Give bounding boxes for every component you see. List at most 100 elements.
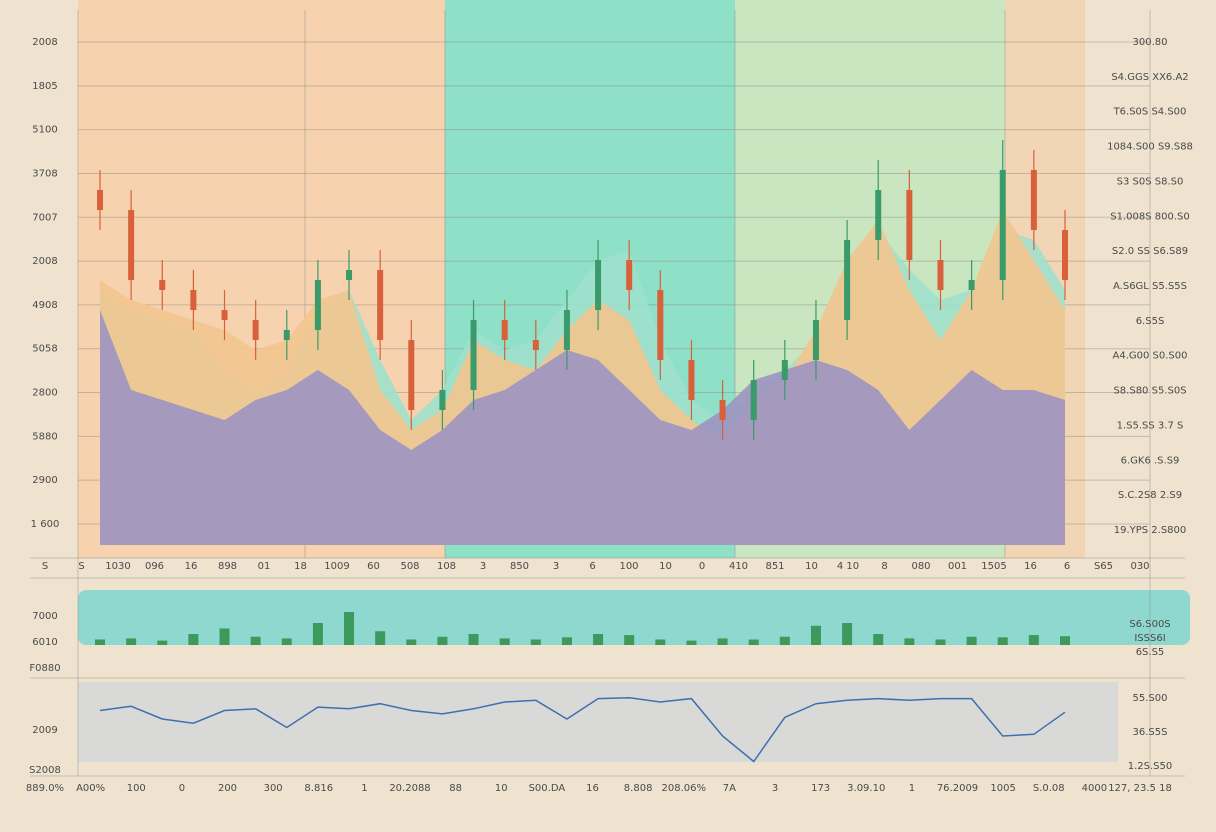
x-tick-label: 889.0% <box>26 783 64 794</box>
x-tick-label: S <box>78 561 84 572</box>
candle-body <box>968 280 975 290</box>
y-tick-label: A4.G00 S0.S00 <box>1113 351 1188 362</box>
y-tick-label: S6.S00S <box>1129 619 1170 630</box>
volume-bar <box>779 636 790 645</box>
x-tick-label: 4000 <box>1082 783 1107 794</box>
x-tick-label: 10 <box>805 561 818 572</box>
volume-bar <box>1028 635 1039 645</box>
candle-body <box>999 170 1006 280</box>
candle-body <box>346 270 353 280</box>
x-tick-label: 851 <box>765 561 784 572</box>
x-tick-label: 410 <box>729 561 748 572</box>
candle-body <box>439 390 446 410</box>
x-tick-label: 01 <box>258 561 271 572</box>
candle-body <box>159 280 166 290</box>
candle-body <box>1062 230 1068 280</box>
candle-body <box>875 190 882 240</box>
volume-bar <box>468 634 479 645</box>
candle-body <box>252 320 259 340</box>
candle-body <box>937 260 944 290</box>
x-tick-label: 10 <box>495 783 508 794</box>
y-tick-label: 2008 <box>32 37 57 48</box>
candle-body <box>128 210 135 280</box>
candle-body <box>408 340 415 410</box>
volume-bar <box>717 638 728 645</box>
y-tick-label: 5058 <box>32 344 57 355</box>
volume-bar <box>188 634 199 645</box>
candle-body <box>626 260 633 290</box>
x-tick-label: 096 <box>145 561 164 572</box>
x-tick-label: 16 <box>185 561 198 572</box>
volume-bar <box>95 639 105 645</box>
x-tick-label: 8.808 <box>624 783 653 794</box>
y-tick-label: 6.GK6 .S.S9 <box>1121 455 1180 466</box>
y-tick-label: 300.80 <box>1133 37 1168 48</box>
x-tick-label: 898 <box>218 561 237 572</box>
candle-body <box>657 290 664 360</box>
x-tick-label: S.0.08 <box>1033 783 1065 794</box>
y-tick-label: 6010 <box>32 637 57 648</box>
y-tick-label: 36.S5S <box>1133 727 1168 738</box>
y-tick-label: ISSS6I <box>1134 633 1165 644</box>
y-tick-label: 2008 <box>32 256 57 267</box>
volume-bar <box>530 639 541 645</box>
y-tick-label: A.S6GL S5.S5S <box>1113 281 1187 292</box>
x-tick-label: 030 <box>1130 561 1149 572</box>
x-tick-label: 16 <box>586 783 599 794</box>
volume-bar <box>406 639 417 645</box>
y-tick-label: 5100 <box>32 125 57 136</box>
x-tick-label: 0 <box>699 561 705 572</box>
volume-bar <box>748 639 759 645</box>
x-tick-label: 3.09.10 <box>847 783 885 794</box>
x-tick-label: 6 <box>1064 561 1070 572</box>
y-tick-label: S2.0 SS S6.S89 <box>1112 246 1188 257</box>
volume-bar <box>873 634 884 645</box>
y-tick-label: S3 S0S S8.S0 <box>1117 176 1184 187</box>
volume-bar <box>437 636 448 645</box>
candle-body <box>844 240 851 320</box>
y-tick-label: T6.S0S S4.S00 <box>1113 107 1187 118</box>
x-tick-label: S <box>42 561 48 572</box>
candle-body <box>781 360 788 380</box>
volume-bar <box>966 636 977 645</box>
x-tick-label: 100 <box>127 783 146 794</box>
x-tick-label: 8 <box>881 561 887 572</box>
x-tick-label: 0 <box>179 783 185 794</box>
x-tick-label: 7A <box>723 783 736 794</box>
x-tick-label: 3 <box>553 561 559 572</box>
x-tick-label: 8.816 <box>304 783 333 794</box>
y-tick-label: 1 600 <box>31 519 60 530</box>
candle-body <box>501 320 508 340</box>
candle-body <box>97 190 103 210</box>
volume-bar <box>126 638 137 645</box>
volume-bar <box>312 623 323 645</box>
y-tick-label: 2900 <box>32 475 57 486</box>
candle-body <box>563 310 570 350</box>
y-tick-label: 5880 <box>32 431 57 442</box>
volume-bar <box>250 636 261 645</box>
x-tick-label: 200 <box>218 783 237 794</box>
indicator-line <box>99 696 1066 763</box>
x-tick-label: 60 <box>367 561 380 572</box>
y-tick-label: 7000 <box>32 611 57 622</box>
y-tick-label: 19.YPS 2.S800 <box>1114 525 1187 536</box>
indicator-panel <box>78 682 1118 762</box>
x-tick-label: 508 <box>400 561 419 572</box>
volume-bar <box>810 625 821 645</box>
volume-bar <box>1060 636 1070 645</box>
candle-body <box>377 270 384 340</box>
x-tick-label: 18 <box>294 561 307 572</box>
x-tick-label: 173 <box>811 783 830 794</box>
y-tick-label: 2800 <box>32 388 57 399</box>
y-tick-label: 4908 <box>32 300 57 311</box>
volume-bar <box>375 631 386 645</box>
y-tick-label: S2008 <box>29 765 61 776</box>
candle-body <box>750 380 757 420</box>
y-tick-label: 1805 <box>32 81 57 92</box>
candle-body <box>688 360 695 400</box>
y-tick-label: F0880 <box>29 663 60 674</box>
candle-body <box>314 280 321 330</box>
y-tick-label: 6S.S5 <box>1136 647 1165 658</box>
